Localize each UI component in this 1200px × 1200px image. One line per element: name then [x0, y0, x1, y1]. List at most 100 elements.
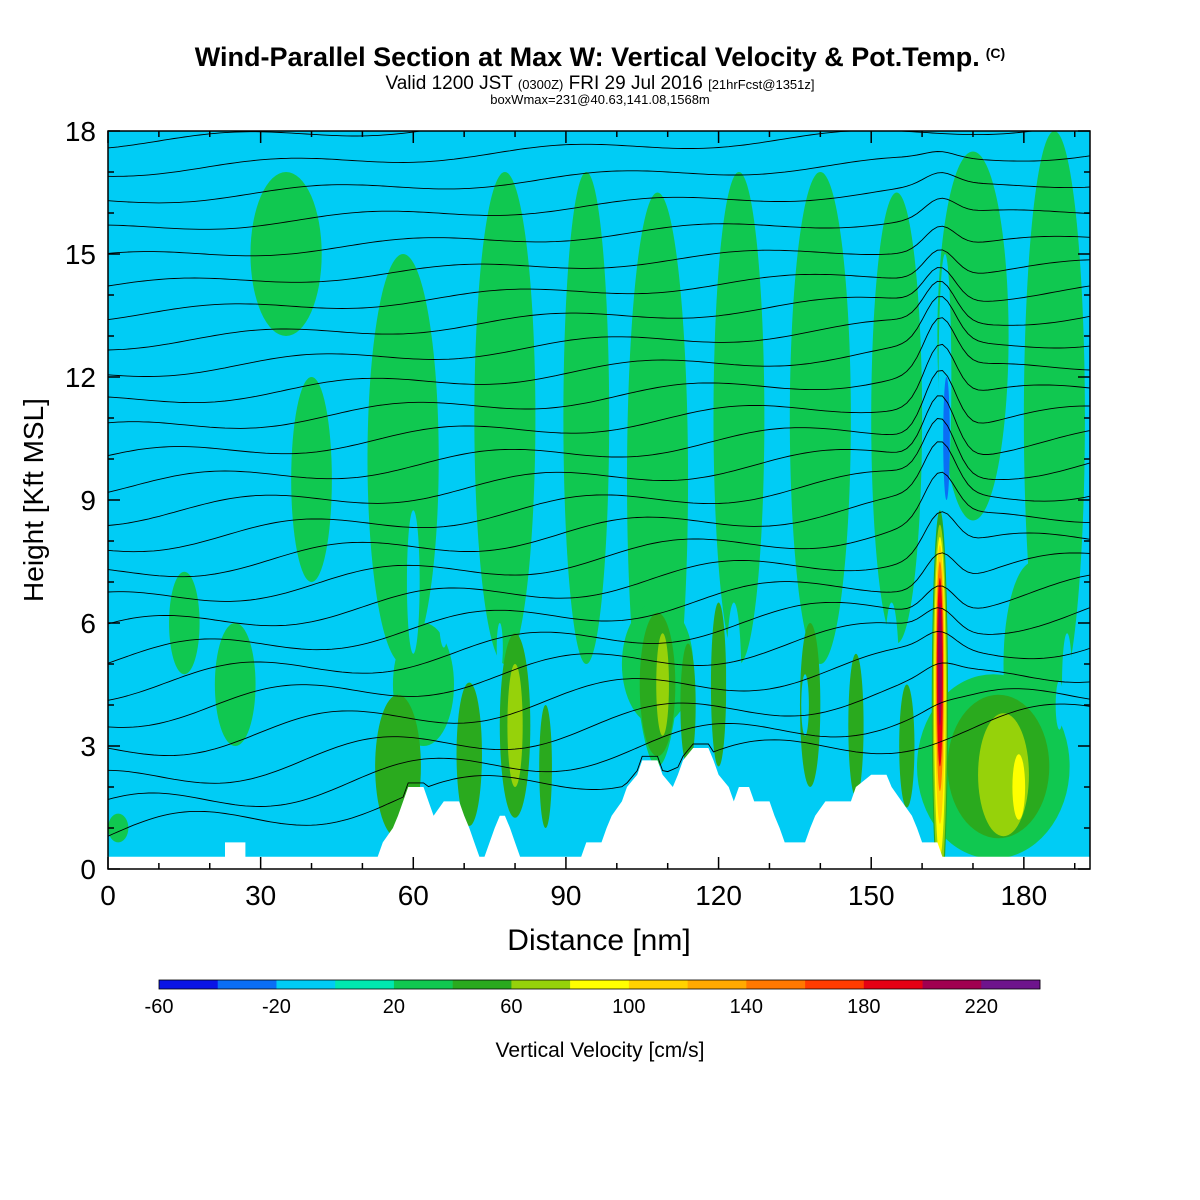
y-tick-label: 12 [65, 362, 96, 393]
isentrope-line [108, 225, 1090, 287]
isentrope-line [108, 267, 1090, 351]
velocity-cell [438, 573, 449, 648]
valid-time-line: Valid 1200 JST (0300Z) FRI 29 Jul 2016 [… [0, 73, 1200, 95]
colorbar-frame [158, 979, 1041, 990]
colorbar-swatch [570, 980, 630, 989]
isentrope-line [108, 131, 424, 149]
isentrope-line [108, 249, 1090, 321]
isentropes [108, 131, 1090, 837]
x-tick-label: 150 [848, 880, 895, 911]
x-tick-label: 90 [550, 880, 581, 911]
valid-date: FRI 29 Jul 2016 [568, 73, 703, 94]
velocity-cell [937, 151, 1009, 521]
velocity-cell [801, 674, 809, 736]
colorbar-swatch [922, 980, 982, 989]
velocity-cell [848, 653, 864, 798]
colorbar-swatch [863, 980, 923, 989]
velocity-cell [726, 602, 742, 767]
velocity-cell [799, 623, 821, 787]
isentrope-line [108, 197, 1090, 257]
velocity-cell [406, 510, 420, 654]
isentrope-line [108, 280, 1090, 377]
colorbar-tick-label: -60 [145, 996, 174, 1018]
isentrope-line [108, 151, 1090, 204]
isentrope-line [108, 662, 1090, 784]
colorbar-tick-label: 20 [383, 996, 405, 1018]
isentrope-line [108, 296, 1090, 404]
velocity-cell [656, 633, 669, 736]
colorbar-swatch [217, 980, 277, 989]
colorbar-swatch [511, 980, 571, 989]
colorbar-label: Vertical Velocity [cm/s] [496, 1039, 705, 1062]
y-axis-label: Height [Kft MSL] [18, 398, 49, 602]
colorbar-tick-label: -20 [262, 996, 291, 1018]
velocity-cell [789, 172, 851, 664]
velocity-cell [988, 551, 1004, 654]
velocity-cell [214, 623, 256, 746]
chart-title: Wind-Parallel Section at Max W: Vertical… [0, 42, 1200, 73]
velocity-cell [1012, 754, 1026, 820]
isentrope-line [108, 688, 1090, 807]
updraft-core-cell [937, 602, 942, 726]
y-tick-label: 18 [65, 116, 96, 147]
colorbar-swatch [159, 980, 219, 989]
velocity-cell [108, 813, 129, 843]
isentrope-line [108, 552, 1090, 664]
y-tick-label: 15 [65, 239, 96, 270]
velocity-cell [367, 254, 439, 664]
velocity-cell [563, 172, 610, 664]
isentrope-line [108, 441, 1090, 578]
axes: 0 30 60 90 120 150 180 0 3 6 9 12 15 18 [65, 116, 1091, 911]
colorbar-tick-label: 180 [847, 996, 880, 1018]
colorbar-swatch [335, 980, 395, 989]
y-tick-label: 9 [80, 485, 96, 516]
valid-prefix: Valid 1200 JST [385, 73, 513, 94]
isentrope-line [108, 395, 1090, 526]
velocity-cell [1023, 131, 1085, 705]
isentrope-line [108, 317, 1090, 429]
colorbar-swatch [981, 980, 1041, 989]
y-tick-label: 6 [80, 608, 96, 639]
velocity-cell [899, 684, 915, 808]
isentrope-line [108, 511, 1090, 627]
y-tick-label: 3 [80, 731, 96, 762]
x-tick-label: 120 [695, 880, 742, 911]
forecast-info: [21hrFcst@1351z] [708, 77, 815, 92]
isentrope-line [108, 607, 1090, 728]
isentrope-line [108, 574, 1090, 701]
velocity-cell [943, 377, 950, 500]
colorbar-swatch [276, 980, 336, 989]
isentrope-line [108, 343, 1090, 457]
velocity-cell [496, 623, 503, 673]
y-tick-label: 0 [80, 854, 96, 885]
velocity-cell [474, 172, 536, 664]
velocity-cell [169, 571, 200, 675]
velocity-cell [507, 664, 523, 787]
velocity-cell [456, 682, 482, 826]
isentrope-line [108, 418, 1090, 553]
isentrope-line [108, 630, 1090, 757]
chart-title-text: Wind-Parallel Section at Max W: Vertical… [194, 42, 980, 72]
colorbar-swatch [746, 980, 806, 989]
isentrope-line [108, 370, 1090, 493]
velocity-cell [680, 643, 696, 767]
velocity-cell [883, 602, 900, 767]
isentrope-line [108, 703, 1090, 837]
velocity-cell [871, 192, 923, 644]
copyright-mark: (C) [985, 45, 1006, 61]
velocity-field [108, 131, 1090, 869]
x-axis-label: Distance [nm] [507, 924, 690, 957]
box-max-info: boxWmax=231@40.63,141.08,1568m [490, 92, 710, 107]
colorbar-tick-label: 100 [612, 996, 645, 1018]
isentrope-line [108, 471, 1090, 602]
terrain-profile [108, 748, 1090, 869]
x-tick-label: 0 [100, 880, 116, 911]
colorbar: -60 -20 20 60 100 140 180 220 [145, 979, 1041, 1018]
x-tick-label: 60 [398, 880, 429, 911]
colorbar-swatch [687, 980, 747, 989]
x-tick-label: 30 [245, 880, 276, 911]
colorbar-swatch [628, 980, 688, 989]
velocity-cell [710, 602, 727, 767]
velocity-cell [713, 172, 765, 664]
isentrope-line [108, 131, 1036, 177]
